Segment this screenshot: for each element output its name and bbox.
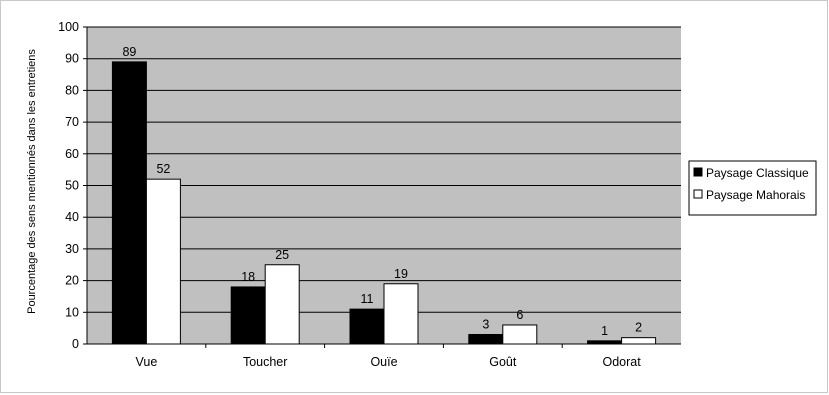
bar: [383, 283, 419, 345]
bar: [587, 340, 623, 345]
y-tick-label: 10: [65, 305, 79, 319]
data-label: 6: [516, 308, 523, 322]
bar: [349, 308, 385, 345]
data-label: 19: [394, 267, 408, 281]
x-tick-label: Ouïe: [370, 355, 397, 369]
y-tick-label: 70: [65, 115, 79, 129]
bar: [621, 337, 657, 345]
x-tick-label: Goût: [489, 355, 517, 369]
legend-label: Paysage Mahorais: [706, 188, 805, 202]
data-label: 1: [601, 324, 608, 338]
legend-label: Paysage Classique: [706, 166, 809, 180]
y-tick-label: 80: [65, 83, 79, 97]
data-label: 52: [156, 162, 170, 176]
y-tick-label: 0: [72, 337, 79, 351]
y-tick-label: 60: [65, 147, 79, 161]
bar: [111, 61, 147, 345]
y-tick-label: 30: [65, 242, 79, 256]
bar: [468, 333, 504, 345]
x-tick-label: Toucher: [243, 355, 287, 369]
y-tick-label: 50: [65, 179, 79, 193]
y-tick-label: 90: [65, 52, 79, 66]
data-label: 25: [275, 248, 289, 262]
legend-swatch: [693, 189, 703, 199]
data-label: 18: [241, 270, 255, 284]
y-axis-title: Pourcentage des sens mentionnés dans les…: [26, 49, 38, 314]
data-label: 89: [122, 45, 136, 59]
bar: [230, 286, 266, 345]
data-label: 2: [635, 321, 642, 335]
y-tick-label: 40: [65, 210, 79, 224]
x-tick-label: Vue: [136, 355, 158, 369]
y-tick-label: 100: [58, 20, 79, 34]
x-tick-label: Odorat: [602, 355, 641, 369]
legend: [688, 160, 817, 216]
data-label: 3: [482, 317, 489, 331]
y-tick-label: 20: [65, 274, 79, 288]
data-label: 11: [361, 292, 374, 306]
bar: [145, 178, 181, 345]
bar: [264, 264, 300, 345]
legend-swatch: [693, 167, 703, 177]
bar: [502, 324, 538, 345]
